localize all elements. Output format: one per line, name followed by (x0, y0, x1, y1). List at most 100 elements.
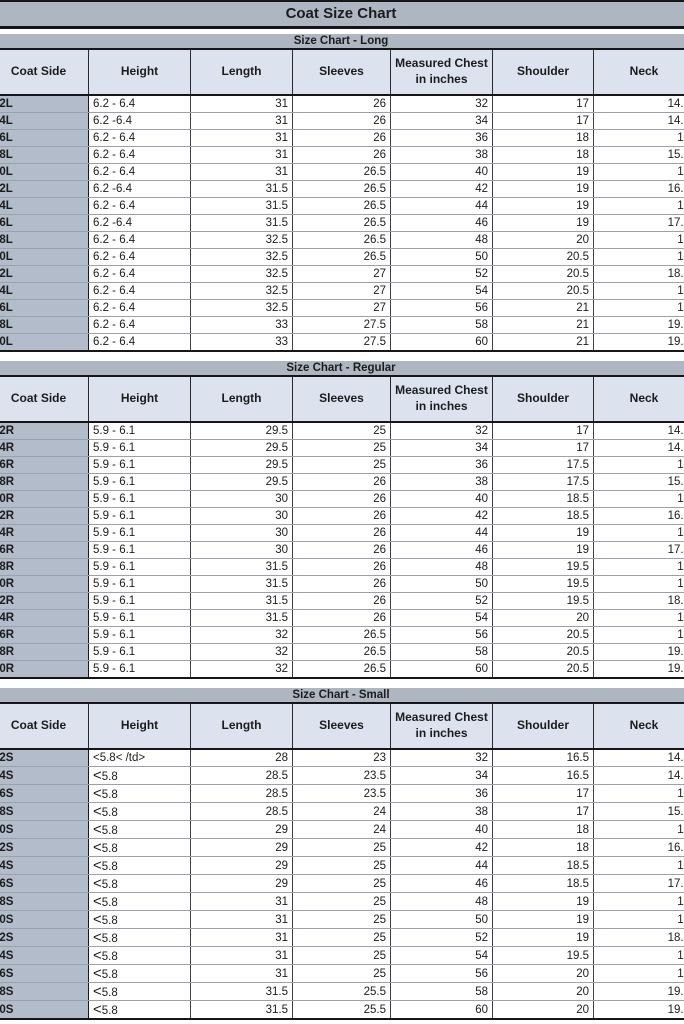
table-cell: 6.2 -6.4 (88, 180, 191, 198)
table-cell: 56L (0, 299, 89, 317)
table-cell: 19 (593, 946, 684, 965)
table-cell: 18.5 (492, 874, 594, 893)
table-row: 50S<5.83125501918 (0, 910, 684, 929)
table-cell: <5.8 (88, 910, 191, 929)
table-cell: 5.9 - 6.1 (88, 473, 191, 491)
table-cell: 18 (492, 146, 594, 164)
table-cell: 17 (593, 856, 684, 875)
table-cell: <5.8< /td> (88, 749, 191, 767)
table-cell: 42 (390, 180, 493, 198)
table-cell: 52R (0, 592, 89, 610)
table-cell: 48R (0, 558, 89, 576)
table-cell: 5.9 - 6.1 (88, 575, 191, 593)
column-header-length: Length (190, 48, 293, 96)
table-cell: 31.5 (190, 180, 293, 198)
table-cell: 26 (292, 473, 391, 491)
table-cell: 32.5 (190, 265, 293, 283)
table-cell: 58 (390, 316, 493, 334)
table-cell: 34 (390, 112, 493, 130)
table-cell: 16.5 (492, 766, 594, 785)
table-cell: 26 (292, 129, 391, 147)
table-cell: 21 (492, 316, 594, 334)
table-cell: 38 (390, 802, 493, 821)
table-cell: 60 (390, 333, 493, 352)
table-cell: 29.5 (190, 473, 293, 491)
table-cell: 6.2 - 6.4 (88, 248, 191, 266)
table-cell: 16.5 (593, 838, 684, 857)
table-cell: 30 (190, 524, 293, 542)
table-cell: 29 (190, 820, 293, 839)
table-cell: 18 (593, 558, 684, 576)
table-cell: 16 (593, 820, 684, 839)
table-cell: 28.5 (190, 784, 293, 803)
table-cell: 42 (390, 838, 493, 857)
table-cell: 54L (0, 282, 89, 300)
table-cell: 19 (492, 892, 594, 911)
table-cell: <5.8 (88, 820, 191, 839)
table-cell: 18.5 (492, 490, 594, 508)
table-cell: 31 (190, 946, 293, 965)
table-cell: 25 (292, 439, 391, 457)
table-cell: 25 (292, 856, 391, 875)
table-cell: 23.5 (292, 766, 391, 785)
page-title: Coat Size Chart (0, 0, 684, 29)
table-cell: 56 (390, 626, 493, 644)
table-cell: 54 (390, 282, 493, 300)
table-cell: 26 (292, 95, 391, 113)
table-cell: 42S (0, 838, 89, 857)
table-cell: 14.5 (593, 749, 684, 767)
table-cell: 26.5 (292, 163, 391, 181)
table-cell: 20 (492, 1000, 594, 1020)
table-cell: 20 (492, 231, 594, 249)
table-cell: 25.5 (292, 1000, 391, 1020)
table-cell: 36S (0, 784, 89, 803)
table-cell: 14.5 (593, 112, 684, 130)
table-cell: 20.5 (492, 643, 594, 661)
table-cell: 50R (0, 575, 89, 593)
table-cell: 31 (190, 112, 293, 130)
table-cell: 46 (390, 541, 493, 559)
table-cell: 19.5 (593, 1000, 684, 1020)
table-cell: 19 (492, 180, 594, 198)
table-cell: 17.5 (593, 541, 684, 559)
table-cell: 18.5 (593, 928, 684, 947)
table-cell: 6.2 - 6.4 (88, 197, 191, 215)
table-cell: 19.5 (593, 333, 684, 352)
table-cell: 44 (390, 524, 493, 542)
table-cell: 58S (0, 982, 89, 1001)
table-cell: 6.2 - 6.4 (88, 163, 191, 181)
table-cell: 15.5 (593, 473, 684, 491)
header-row: Coat Side Height Length Sleeves Measured… (0, 702, 684, 750)
table-cell: 17 (492, 422, 594, 440)
table-cell: 6.2 - 6.4 (88, 146, 191, 164)
table-cell: 58L (0, 316, 89, 334)
table-cell: 6.2 - 6.4 (88, 333, 191, 352)
table-cell: 40 (390, 820, 493, 839)
table-cell: 44L (0, 197, 89, 215)
table-cell: 56S (0, 964, 89, 983)
table-cell: 54 (390, 946, 493, 965)
table-cell: 20 (492, 964, 594, 983)
table-cell: 5.9 - 6.1 (88, 558, 191, 576)
table-cell: 6.2 -6.4 (88, 214, 191, 232)
table-cell: 58R (0, 643, 89, 661)
table-cell: 48 (390, 558, 493, 576)
table-cell: 25 (292, 946, 391, 965)
table-cell: 29.5 (190, 439, 293, 457)
table-cell: 46S (0, 874, 89, 893)
table-cell: 5.9 - 6.1 (88, 660, 191, 679)
table-cell: 6.2 - 6.4 (88, 95, 191, 113)
column-header-chest: Measured Chest in inches (390, 375, 493, 423)
table-cell: 40L (0, 163, 89, 181)
table-cell: 31 (190, 163, 293, 181)
table-cell: 29.5 (190, 422, 293, 440)
